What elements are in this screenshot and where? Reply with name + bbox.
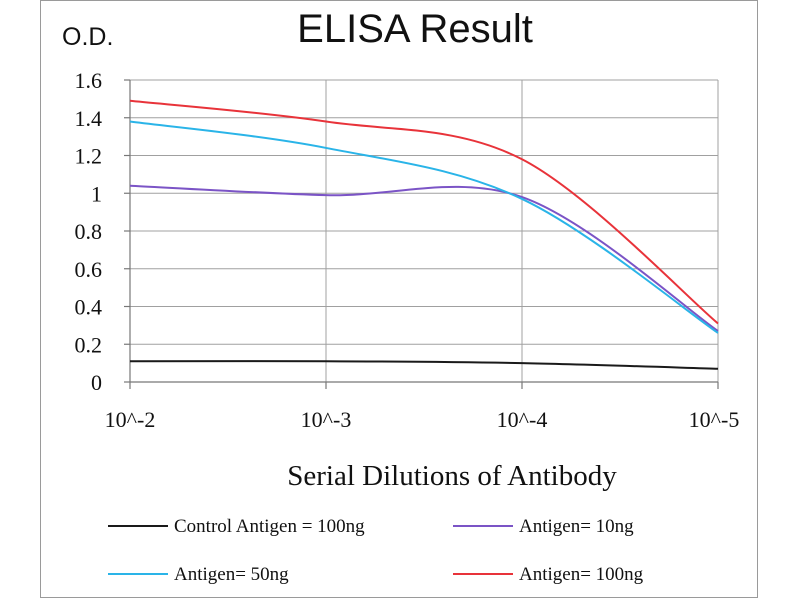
y-tick-label: 1.2 bbox=[75, 144, 103, 169]
y-tick-label: 0 bbox=[91, 370, 102, 395]
y-tick-label: 1 bbox=[91, 181, 102, 206]
x-tick-label: 10^-5 bbox=[689, 407, 740, 432]
y-tick-label: 0.2 bbox=[75, 332, 103, 357]
y-tick-label: 1.4 bbox=[75, 106, 103, 131]
x-tick-label: 10^-2 bbox=[105, 407, 156, 432]
legend-label: Antigen= 10ng bbox=[519, 516, 634, 537]
chart-frame bbox=[40, 0, 758, 598]
y-axis-label: O.D. bbox=[62, 23, 113, 51]
legend-label: Antigen= 100ng bbox=[519, 564, 644, 585]
axes bbox=[124, 79, 719, 389]
chart-title: ELISA Result bbox=[297, 7, 533, 51]
grid bbox=[130, 79, 719, 382]
legend-label: Antigen= 50ng bbox=[174, 564, 289, 585]
series-line-0 bbox=[129, 360, 719, 370]
tick-labels: 0 0.2 0.4 0.6 0.8 1 1.2 1.4 1.6 10^-2 10^-3 10^-4 10… bbox=[75, 68, 740, 432]
legend-label: Control Antigen = 100ng bbox=[174, 516, 365, 537]
x-tick-label: 10^-3 bbox=[301, 407, 352, 432]
legend: Control Antigen = 100ng Antigen= 10ng Anti… bbox=[108, 516, 644, 585]
series-line-1 bbox=[129, 184, 719, 332]
y-tick-label: 1.6 bbox=[75, 68, 103, 93]
series-line-3 bbox=[129, 99, 719, 325]
y-tick-label: 0.4 bbox=[75, 295, 103, 320]
y-tick-label: 0.6 bbox=[75, 257, 103, 282]
series-lines bbox=[129, 99, 719, 370]
x-axis-label: Serial Dilutions of Antibody bbox=[287, 460, 617, 492]
x-tick-label: 10^-4 bbox=[497, 407, 548, 432]
series-line-2 bbox=[129, 120, 719, 334]
y-tick-label: 0.8 bbox=[75, 219, 103, 244]
